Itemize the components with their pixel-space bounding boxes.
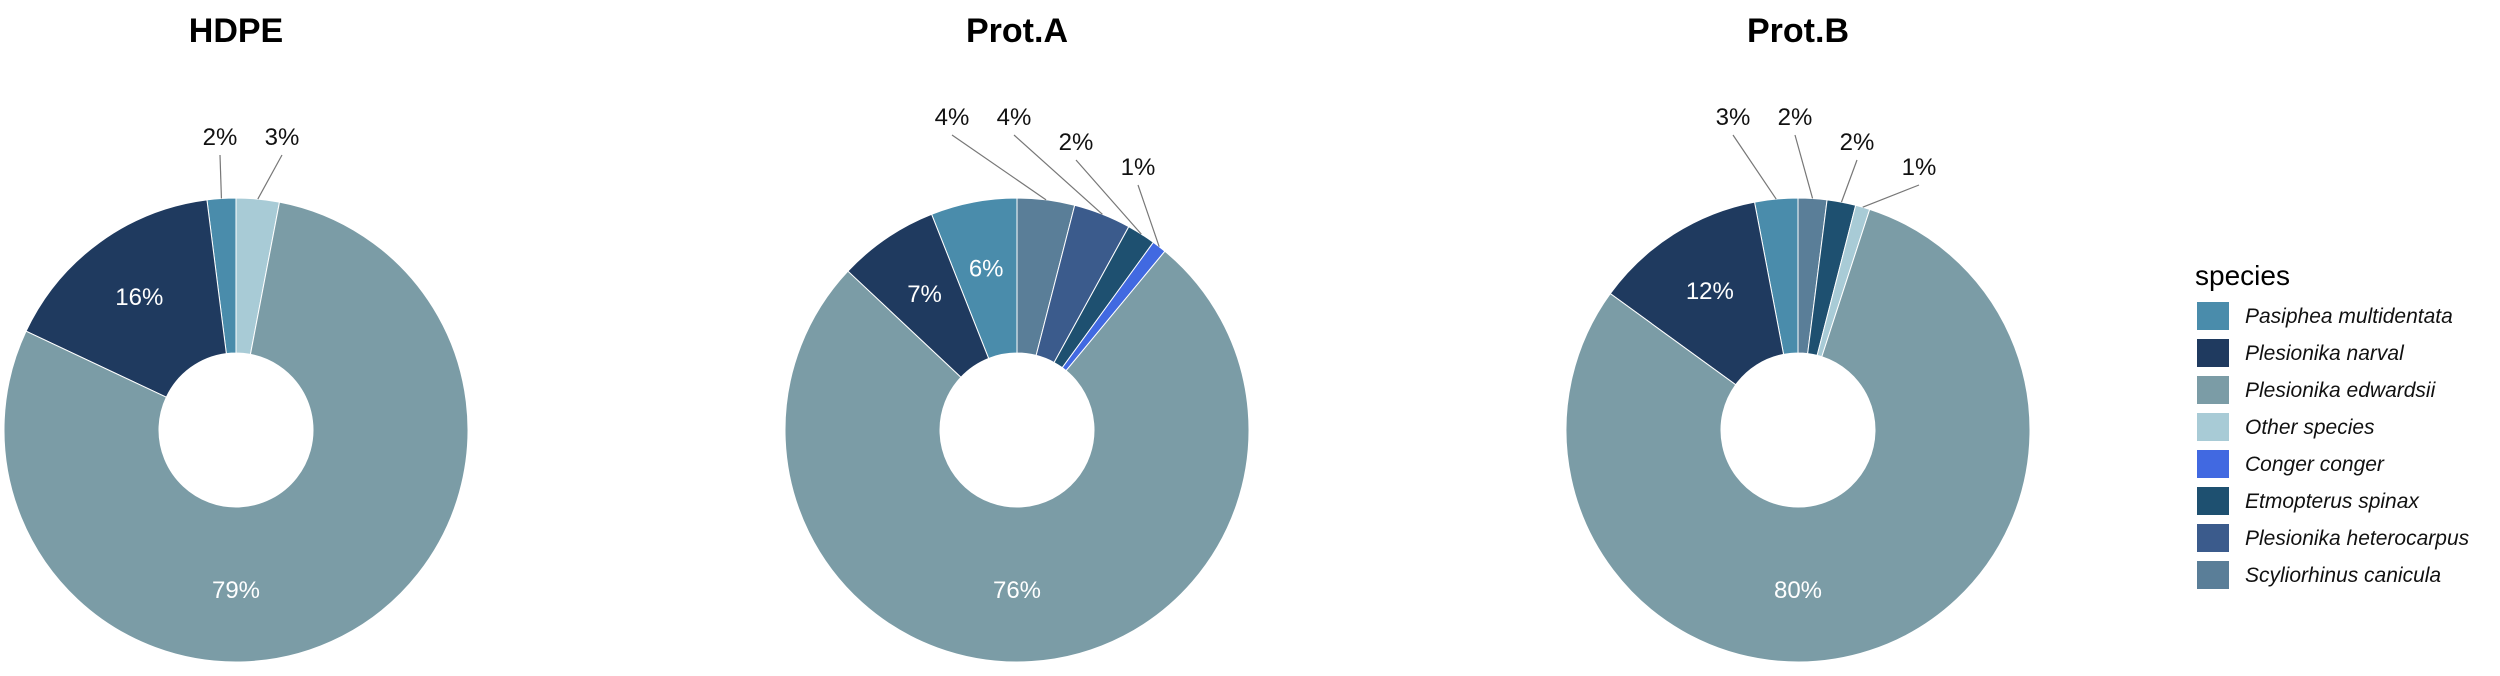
slice-plesionika-edwardsii (3, 201, 469, 663)
data-label: 3% (1716, 104, 1751, 131)
label-leader-line (257, 154, 283, 200)
legend-item-conger-conger: Conger conger (2197, 450, 2385, 478)
donut-prot-a: Prot.A 6% 7% 76% 4% 4% 2% 1% (784, 12, 1250, 663)
legend-item-scyliorhinus-canicula: Scyliorhinus canicula (2197, 561, 2441, 589)
label-leader-line (1013, 134, 1103, 215)
data-label: 3% (265, 124, 300, 151)
data-label: 2% (1059, 129, 1094, 156)
legend-label: Plesionika edwardsii (2245, 379, 2437, 402)
data-label: 4% (935, 104, 970, 131)
data-label: 2% (203, 124, 238, 151)
slice-plesionika-narval (1609, 201, 1785, 386)
data-label: 6% (969, 255, 1004, 282)
legend-swatch (2197, 561, 2229, 589)
data-label: 76% (993, 577, 1041, 604)
data-label: 7% (907, 281, 942, 308)
donut-hdpe: HDPE 16% 79% 2% 3% (3, 12, 469, 663)
label-leader-line (951, 134, 1047, 201)
legend-swatch (2197, 339, 2229, 367)
label-leader-line (1732, 134, 1777, 200)
label-leader-line (219, 154, 223, 199)
legend-item-plesionika-narval: Plesionika narval (2197, 339, 2405, 367)
data-label: 12% (1686, 278, 1734, 305)
legend-label: Plesionika heterocarpus (2245, 527, 2470, 550)
chart-title: HDPE (189, 12, 283, 50)
label-leader-line (1137, 184, 1160, 247)
data-label: 4% (997, 104, 1032, 131)
legend-label: Conger conger (2245, 453, 2385, 476)
legend-item-etmopterus-spinax: Etmopterus spinax (2197, 487, 2420, 515)
legend-swatch (2197, 376, 2229, 404)
legend-label: Pasiphea multidentata (2245, 305, 2453, 328)
legend-swatch (2197, 524, 2229, 552)
slice-plesionika-edwardsii (1565, 208, 2031, 663)
data-label: 2% (1840, 129, 1875, 156)
legend-label: Scyliorhinus canicula (2245, 564, 2441, 587)
legend-item-plesionika-edwardsii: Plesionika edwardsii (2197, 376, 2437, 404)
chart-title: Prot.B (1747, 12, 1849, 50)
legend-swatch (2197, 487, 2229, 515)
donut-prot-b: Prot.B 12% 80% 3% 2% 2% 1% (1565, 12, 2031, 663)
legend-items: Pasiphea multidentata Plesionika narval Pl… (2197, 302, 2470, 589)
data-label: 16% (115, 284, 163, 311)
data-label: 79% (212, 577, 260, 604)
slice-plesionika-narval (25, 199, 227, 398)
legend-swatch (2197, 413, 2229, 441)
chart-title: Prot.A (966, 12, 1068, 50)
data-label: 2% (1778, 104, 1813, 131)
legend-swatch (2197, 302, 2229, 330)
label-leader-line (1794, 134, 1814, 199)
legend-swatch (2197, 450, 2229, 478)
label-leader-line (1840, 159, 1858, 203)
label-leader-line (1075, 159, 1142, 235)
legend-title: species (2195, 260, 2290, 291)
legend-label: Plesionika narval (2245, 342, 2405, 365)
data-label: 80% (1774, 577, 1822, 604)
legend-item-plesionika-heterocarpus: Plesionika heterocarpus (2197, 524, 2470, 552)
legend: species Pasiphea multidentata Plesionika … (2195, 260, 2470, 589)
legend-label: Etmopterus spinax (2245, 490, 2420, 513)
legend-item-pasiphea-multidentata: Pasiphea multidentata (2197, 302, 2453, 330)
legend-label: Other species (2245, 416, 2375, 439)
slice-plesionika-narval (847, 213, 990, 378)
label-leader-line (1862, 184, 1920, 208)
data-label: 1% (1902, 154, 1937, 181)
slice-plesionika-edwardsii (784, 250, 1250, 663)
data-label: 1% (1121, 154, 1156, 181)
legend-item-other-species: Other species (2197, 413, 2375, 441)
